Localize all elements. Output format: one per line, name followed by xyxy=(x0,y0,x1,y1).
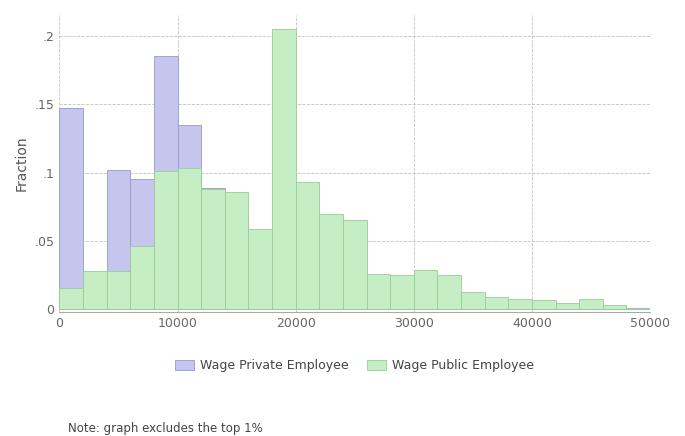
Bar xyxy=(60,108,83,310)
Bar xyxy=(484,297,508,310)
Bar xyxy=(556,307,579,310)
Bar xyxy=(390,275,414,310)
Bar xyxy=(107,170,130,310)
Bar xyxy=(508,305,532,310)
Bar xyxy=(249,249,272,310)
Bar xyxy=(319,214,343,310)
Bar xyxy=(579,299,603,310)
Bar xyxy=(130,179,154,310)
Bar xyxy=(556,303,579,310)
Bar xyxy=(343,296,366,310)
Bar xyxy=(603,305,626,310)
Bar xyxy=(414,303,438,310)
Bar xyxy=(390,301,414,310)
Bar xyxy=(461,292,484,310)
Bar xyxy=(626,308,650,310)
Bar xyxy=(201,189,225,310)
Bar xyxy=(603,308,626,310)
Legend: Wage Private Employee, Wage Public Employee: Wage Private Employee, Wage Public Emplo… xyxy=(170,354,539,377)
Bar xyxy=(532,305,556,310)
Bar xyxy=(249,228,272,310)
Bar xyxy=(130,246,154,310)
Bar xyxy=(225,221,249,310)
Bar xyxy=(60,288,83,310)
Bar xyxy=(343,221,366,310)
Bar xyxy=(225,192,249,310)
Bar xyxy=(177,168,201,310)
Bar xyxy=(626,308,650,310)
Bar xyxy=(83,274,107,310)
Bar xyxy=(296,182,319,310)
Bar xyxy=(366,274,390,310)
Bar xyxy=(201,187,225,310)
Bar xyxy=(319,293,343,310)
Bar xyxy=(107,271,130,310)
Bar xyxy=(532,300,556,310)
Bar xyxy=(154,56,177,310)
Bar xyxy=(272,29,296,310)
Bar xyxy=(414,270,438,310)
Y-axis label: Fraction: Fraction xyxy=(15,136,29,191)
Bar xyxy=(366,299,390,310)
Bar xyxy=(296,286,319,310)
Bar xyxy=(484,304,508,310)
Bar xyxy=(83,271,107,310)
Bar xyxy=(508,299,532,310)
Bar xyxy=(154,171,177,310)
Bar xyxy=(579,307,603,310)
Bar xyxy=(438,275,461,310)
Bar xyxy=(438,304,461,310)
Bar xyxy=(177,125,201,310)
Bar xyxy=(272,269,296,310)
Bar xyxy=(461,303,484,310)
Text: Note: graph excludes the top 1%: Note: graph excludes the top 1% xyxy=(68,422,263,435)
